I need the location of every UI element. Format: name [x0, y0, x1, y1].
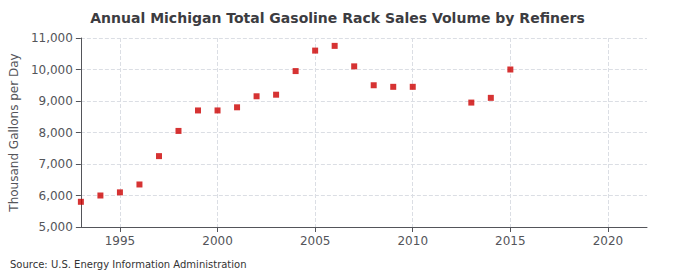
svg-text:Thousand Gallons per Day: Thousand Gallons per Day — [7, 53, 21, 212]
svg-text:Annual Michigan Total Gasoline: Annual Michigan Total Gasoline Rack Sale… — [90, 10, 584, 26]
svg-text:9,000: 9,000 — [39, 94, 73, 108]
svg-text:2015: 2015 — [495, 234, 526, 248]
svg-text:2010: 2010 — [397, 234, 428, 248]
svg-text:2005: 2005 — [300, 234, 331, 248]
svg-text:2020: 2020 — [593, 234, 624, 248]
svg-text:7,000: 7,000 — [39, 157, 73, 171]
svg-text:2000: 2000 — [202, 234, 233, 248]
svg-text:5,000: 5,000 — [39, 220, 73, 234]
svg-text:11,000: 11,000 — [31, 31, 73, 45]
svg-text:10,000: 10,000 — [31, 63, 73, 77]
svg-text:1995: 1995 — [105, 234, 136, 248]
svg-text:6,000: 6,000 — [39, 189, 73, 203]
svg-text:Source: U.S. Energy Informatio: Source: U.S. Energy Information Administ… — [10, 259, 247, 270]
svg-text:8,000: 8,000 — [39, 126, 73, 140]
